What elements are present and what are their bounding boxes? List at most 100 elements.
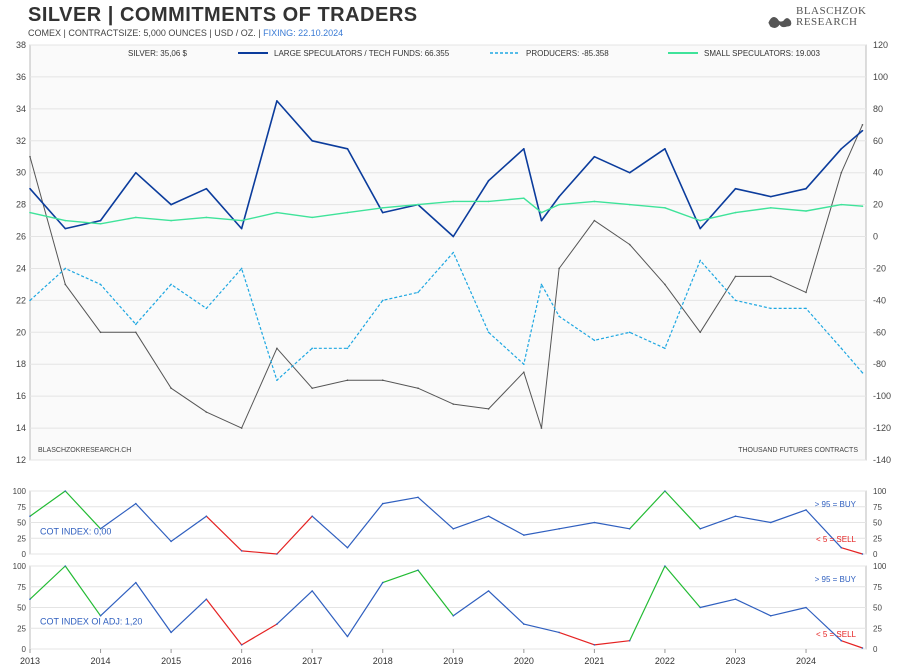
cot-index-panel: 0 0 25 25 50 50 75 75 100 100 COT INDEX: 0,00 > 95 … (13, 487, 887, 559)
data-point (805, 307, 807, 310)
left-axis-tick-label: 20 (16, 327, 26, 337)
main-series (29, 100, 864, 429)
data-point (664, 347, 666, 350)
x-tick-label: 2024 (796, 656, 816, 666)
data-point (769, 275, 772, 278)
cot-line-segment (170, 598, 207, 633)
data-point (29, 155, 31, 158)
cot-line-segment (382, 569, 419, 584)
data-point (593, 155, 596, 158)
cot-line-segment (205, 515, 243, 552)
data-point (99, 283, 102, 286)
cot-left-tick-label: 50 (17, 519, 26, 528)
right-axis-tick-label: -100 (873, 391, 891, 401)
data-point (170, 283, 172, 286)
cot-line-segment (29, 490, 66, 517)
right-axis-tick-label: 20 (873, 200, 883, 210)
cot-data-point (346, 546, 349, 549)
data-point (205, 411, 208, 413)
cot-line-segment (29, 565, 66, 600)
cot-left-tick-label: 25 (17, 624, 26, 633)
data-point (540, 427, 543, 429)
data-point (276, 100, 278, 102)
cot-sell-label: < 5 = SELL (816, 630, 857, 639)
cot-data-point (734, 515, 737, 517)
cot-data-point (523, 534, 525, 536)
cot-line-segment (100, 503, 137, 530)
data-point (311, 216, 313, 219)
right-axis-tick-label: 40 (873, 168, 883, 178)
data-point (276, 379, 278, 381)
data-point (840, 171, 843, 174)
cot-left-tick-label: 50 (17, 604, 26, 613)
cot-data-point (417, 496, 419, 499)
left-axis-tick-label: 34 (16, 104, 26, 114)
data-point (523, 197, 525, 200)
cot-data-point (135, 502, 137, 505)
cot-line-segment (170, 515, 207, 542)
data-point (769, 195, 772, 198)
cot-line-segment (700, 515, 736, 530)
cot-right-tick-label: 100 (873, 562, 887, 571)
cot-right-tick-label: 75 (873, 503, 882, 512)
cot-data-point (487, 515, 490, 517)
series-line-producers (29, 251, 863, 381)
data-point (628, 203, 631, 206)
x-tick-label: 2022 (655, 656, 675, 666)
data-point (558, 195, 560, 198)
data-point (452, 403, 455, 405)
data-point (523, 147, 525, 150)
cot-right-tick-label: 0 (873, 550, 878, 559)
cot-data-point (487, 590, 490, 592)
data-point (840, 347, 843, 350)
data-point (734, 187, 737, 190)
data-point (861, 124, 864, 126)
data-point (840, 147, 843, 150)
right-axis-tick-label: -40 (873, 295, 886, 305)
x-tick-label: 2018 (373, 656, 393, 666)
cot-data-point (170, 540, 172, 543)
cot-line-segment (64, 565, 102, 617)
data-point (558, 267, 560, 270)
legend-label: SILVER: 35,06 $ (128, 49, 188, 58)
data-point (769, 307, 772, 310)
cot-line-segment (770, 509, 807, 524)
cot-line-segment (805, 607, 842, 642)
series-line-large-speculators-tech-funds (29, 100, 864, 238)
cot-data-point (346, 635, 349, 638)
data-point (29, 187, 31, 190)
cot-data-point (734, 598, 737, 600)
cot-right-tick-label: 25 (873, 534, 882, 543)
cot-right-tick-label: 50 (873, 519, 882, 528)
cot-data-point (64, 565, 67, 567)
data-point (628, 171, 631, 174)
cot-data-point (417, 569, 419, 571)
cot-data-point (523, 623, 525, 625)
data-point (381, 299, 384, 302)
left-axis-tick-label: 12 (16, 455, 26, 465)
cot-line-segment (488, 515, 525, 536)
cot-data-point (205, 598, 208, 600)
cot-left-tick-label: 0 (22, 645, 27, 654)
data-point (346, 211, 349, 214)
data-point (861, 205, 864, 208)
data-point (29, 211, 31, 214)
data-point (381, 211, 384, 214)
right-axis-tick-label: 120 (873, 40, 888, 50)
main-grid: 12 14 16 18 20 22 24 26 28 30 32 34 36 38 -140 -120 -100… (16, 40, 891, 465)
legend-label: SMALL SPECULATORS: 19.003 (704, 49, 820, 58)
x-tick-label: 2016 (232, 656, 252, 666)
cot-line-segment (594, 521, 630, 530)
cot-data-point (276, 553, 278, 555)
cot-data-point (29, 515, 31, 517)
data-point (805, 210, 807, 212)
right-axis-tick-label: 0 (873, 232, 878, 242)
data-point (452, 200, 455, 203)
cot-line-segment (559, 521, 595, 530)
cot-data-point (699, 606, 702, 609)
data-point (861, 129, 864, 132)
cot-line-segment (241, 550, 277, 555)
data-point (240, 267, 243, 270)
cot-right-tick-label: 25 (873, 624, 882, 633)
cot-data-point (840, 546, 843, 549)
